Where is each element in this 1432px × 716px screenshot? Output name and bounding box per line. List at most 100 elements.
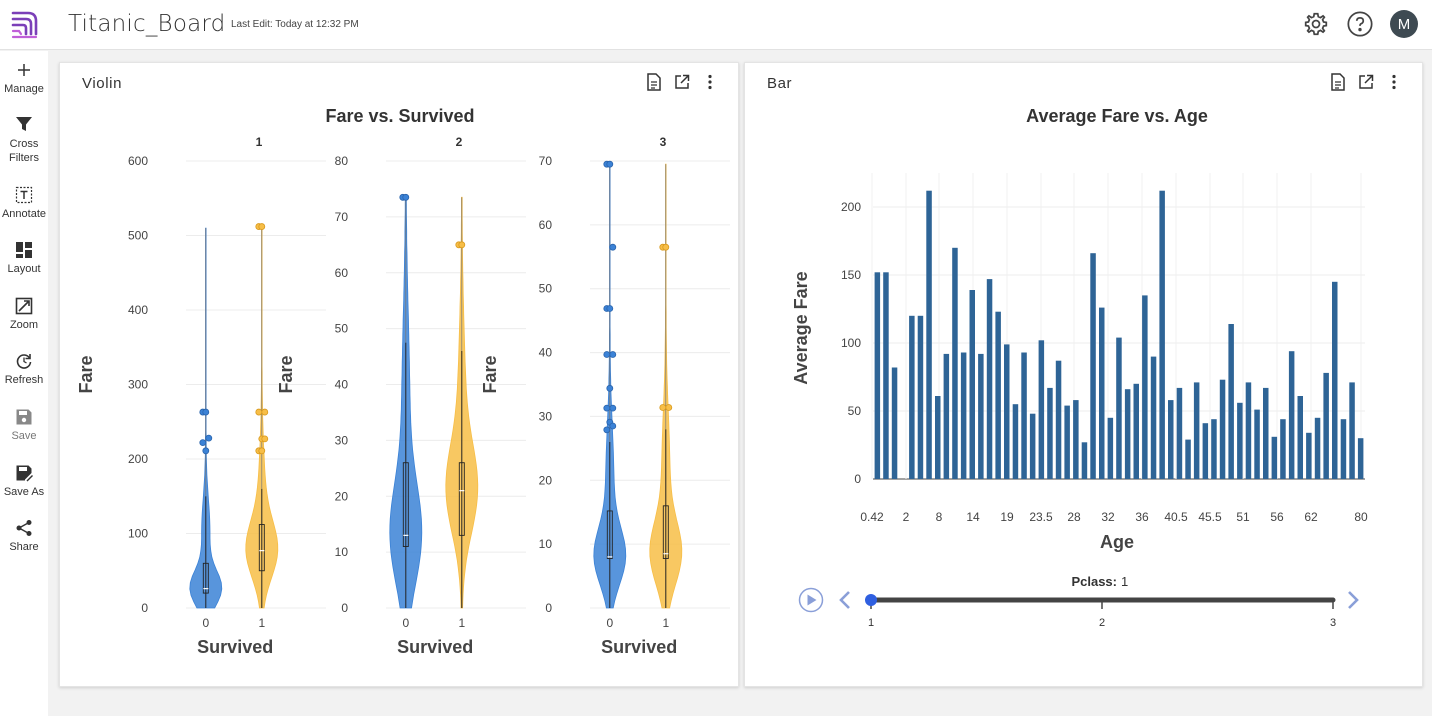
bar-age-35[interactable] bbox=[1081, 442, 1088, 479]
bar-age-26[interactable] bbox=[1012, 404, 1019, 479]
bar-age-2[interactable] bbox=[891, 367, 898, 480]
bar-age-56[interactable] bbox=[1263, 387, 1269, 479]
sidebar-item-refresh[interactable]: Refresh bbox=[0, 352, 48, 386]
bar-age-46[interactable] bbox=[1176, 387, 1183, 479]
bar-age-62[interactable] bbox=[1306, 432, 1312, 479]
bar-age-29[interactable] bbox=[1038, 340, 1045, 479]
bar-age-19[interactable] bbox=[960, 352, 967, 480]
x-axis-label: Survived bbox=[601, 637, 677, 657]
sidebar-item-annotate[interactable]: Annotate bbox=[0, 186, 48, 220]
bar-age-39[interactable] bbox=[1116, 337, 1122, 479]
previous-chevron-icon[interactable] bbox=[839, 591, 850, 609]
bar-age-63[interactable] bbox=[1314, 417, 1321, 479]
y-tick-label: 0 bbox=[141, 601, 148, 615]
sidebar-item-save-as[interactable]: Save As bbox=[0, 464, 48, 498]
sidebar-item-share[interactable]: Share bbox=[0, 519, 48, 553]
slider-label: Pclass: bbox=[1071, 574, 1117, 589]
bar-age-11[interactable] bbox=[909, 315, 915, 479]
sidebar-item-layout[interactable]: Layout bbox=[0, 241, 48, 275]
bar-age-22[interactable] bbox=[978, 353, 984, 479]
more-options-icon[interactable] bbox=[1385, 73, 1403, 91]
bar-age-55[interactable] bbox=[1254, 409, 1260, 479]
bar-age-17[interactable] bbox=[943, 353, 950, 479]
bar-age-24[interactable] bbox=[995, 311, 1001, 479]
bar-age-42[interactable] bbox=[1142, 295, 1148, 479]
bar-age-1[interactable] bbox=[883, 272, 889, 479]
bar-age-47[interactable] bbox=[1185, 439, 1191, 479]
open-external-icon[interactable] bbox=[1357, 73, 1375, 91]
sidebar-item-save[interactable]: Save bbox=[0, 408, 48, 442]
bar-age-61[interactable] bbox=[1297, 396, 1304, 479]
violin-survived-0[interactable]: 0 bbox=[389, 193, 423, 630]
bar-age-41[interactable] bbox=[1133, 383, 1140, 479]
bar-age-16[interactable] bbox=[935, 396, 941, 479]
sidebar-item-manage[interactable]: Manage bbox=[0, 61, 48, 95]
bar-chart[interactable]: Average Fare vs. Age Age Average Fare 0 5… bbox=[745, 103, 1422, 683]
y-tick-label: 40 bbox=[539, 346, 553, 360]
violin-survived-1[interactable]: 1 bbox=[445, 196, 479, 630]
bar-age-14[interactable] bbox=[917, 315, 924, 479]
violin-survived-0[interactable]: 0 bbox=[593, 160, 627, 630]
bar-age-36[interactable] bbox=[1090, 253, 1096, 479]
app-logo-icon[interactable] bbox=[10, 8, 40, 40]
bar-age-50[interactable] bbox=[1211, 419, 1217, 479]
bar-age-57[interactable] bbox=[1271, 436, 1278, 479]
bar-age-51[interactable] bbox=[1219, 379, 1226, 479]
facet-title: 2 bbox=[456, 135, 463, 149]
bar-age-70[interactable] bbox=[1340, 419, 1347, 479]
settings-gear-icon[interactable] bbox=[1302, 10, 1330, 38]
bar-age-0.92[interactable] bbox=[874, 272, 881, 479]
bar-age-48[interactable] bbox=[1193, 382, 1200, 479]
bar-age-44[interactable] bbox=[1159, 190, 1165, 479]
next-chevron-icon[interactable] bbox=[1348, 591, 1359, 609]
bar-age-38[interactable] bbox=[1107, 417, 1114, 479]
bar-age-64[interactable] bbox=[1323, 372, 1329, 479]
view-data-document-icon[interactable] bbox=[645, 73, 663, 91]
bar-age-49[interactable] bbox=[1202, 423, 1209, 479]
user-avatar[interactable]: M bbox=[1390, 10, 1418, 38]
violin-survived-1[interactable]: 1 bbox=[245, 223, 279, 630]
save-icon bbox=[16, 409, 32, 425]
bar-age-43[interactable] bbox=[1150, 356, 1157, 479]
facet-title: 1 bbox=[256, 135, 263, 149]
slider-current-value: 1 bbox=[1121, 574, 1128, 589]
bar-age-18[interactable] bbox=[952, 247, 958, 479]
bar-age-53[interactable] bbox=[1237, 402, 1243, 479]
open-external-icon[interactable] bbox=[673, 73, 691, 91]
bar-age-32[interactable] bbox=[1064, 405, 1070, 479]
x-tick-label: 2 bbox=[903, 510, 910, 524]
bar-age-31[interactable] bbox=[1055, 360, 1062, 479]
slider-handle[interactable] bbox=[865, 594, 877, 606]
outlier-point bbox=[609, 422, 617, 430]
bar-age-80[interactable] bbox=[1357, 438, 1364, 479]
bar-age-54[interactable] bbox=[1245, 382, 1252, 479]
x-tick-label: 36 bbox=[1135, 510, 1149, 524]
bar-age-58[interactable] bbox=[1280, 419, 1286, 479]
more-options-icon[interactable] bbox=[701, 73, 719, 91]
violin-survived-1[interactable]: 1 bbox=[649, 163, 683, 630]
view-data-document-icon[interactable] bbox=[1329, 73, 1347, 91]
bar-age-52[interactable] bbox=[1228, 324, 1234, 479]
bar-age-40[interactable] bbox=[1124, 389, 1131, 479]
play-button[interactable] bbox=[798, 587, 824, 613]
bar-age-37[interactable] bbox=[1099, 307, 1105, 479]
bar-age-28[interactable] bbox=[1029, 413, 1036, 479]
bar-age-27[interactable] bbox=[1021, 352, 1027, 480]
violin-survived-0[interactable]: 0 bbox=[189, 227, 223, 630]
bar-age-15[interactable] bbox=[926, 190, 932, 479]
bar-age-65[interactable] bbox=[1332, 281, 1338, 479]
bar-age-33[interactable] bbox=[1073, 400, 1079, 479]
bar-age-21[interactable] bbox=[969, 290, 976, 479]
bar-age-60[interactable] bbox=[1288, 351, 1295, 479]
bar-age-45[interactable] bbox=[1168, 400, 1174, 479]
bar-age-25[interactable] bbox=[1004, 344, 1010, 479]
help-icon[interactable] bbox=[1346, 10, 1374, 38]
violin-chart[interactable]: Fare vs. Survived 10100200300400500600Fa… bbox=[60, 103, 738, 683]
bar-age-71[interactable] bbox=[1349, 382, 1355, 479]
facet-title: 3 bbox=[660, 135, 667, 149]
bar-age-30[interactable] bbox=[1047, 387, 1053, 479]
sidebar-item-cross-filters[interactable]: Cross Filters bbox=[0, 115, 48, 165]
sidebar-item-zoom[interactable]: Zoom bbox=[0, 297, 48, 331]
bar-age-23[interactable] bbox=[986, 279, 993, 479]
